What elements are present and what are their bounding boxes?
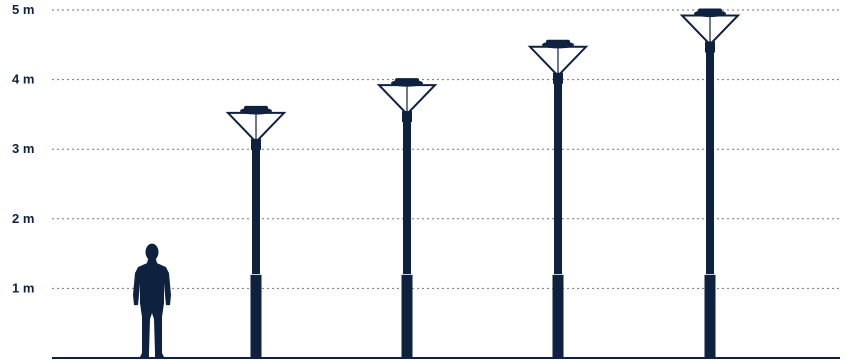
person-body — [133, 259, 171, 357]
luminaire-cap — [698, 8, 722, 13]
person-head — [146, 244, 159, 261]
street-lamp — [228, 106, 284, 358]
street-lamp — [530, 40, 586, 358]
pole-shaft — [403, 119, 411, 276]
y-tick-label: 3 m — [12, 141, 34, 156]
pole-shaft — [554, 81, 562, 276]
gridlines — [52, 10, 840, 288]
pole-base — [705, 274, 716, 358]
luminaire-cap — [244, 106, 268, 111]
street-lamp — [379, 78, 435, 358]
street-lamp — [682, 8, 738, 358]
pole-base — [553, 274, 564, 358]
y-axis-labels: 1 m 2 m 3 m 4 m 5 m — [12, 2, 34, 295]
street-lamp-poles — [228, 8, 738, 358]
y-tick-label: 2 m — [12, 211, 34, 226]
y-tick-label: 4 m — [12, 72, 34, 87]
person-silhouette — [133, 244, 171, 357]
luminaire-cap — [546, 40, 570, 45]
luminaire-cap — [395, 78, 419, 83]
pole-base — [402, 274, 413, 358]
pole-shaft — [706, 49, 714, 276]
y-tick-label: 5 m — [12, 2, 34, 17]
pole-base — [251, 274, 262, 358]
y-tick-label: 1 m — [12, 280, 34, 295]
pole-shaft — [252, 147, 260, 276]
